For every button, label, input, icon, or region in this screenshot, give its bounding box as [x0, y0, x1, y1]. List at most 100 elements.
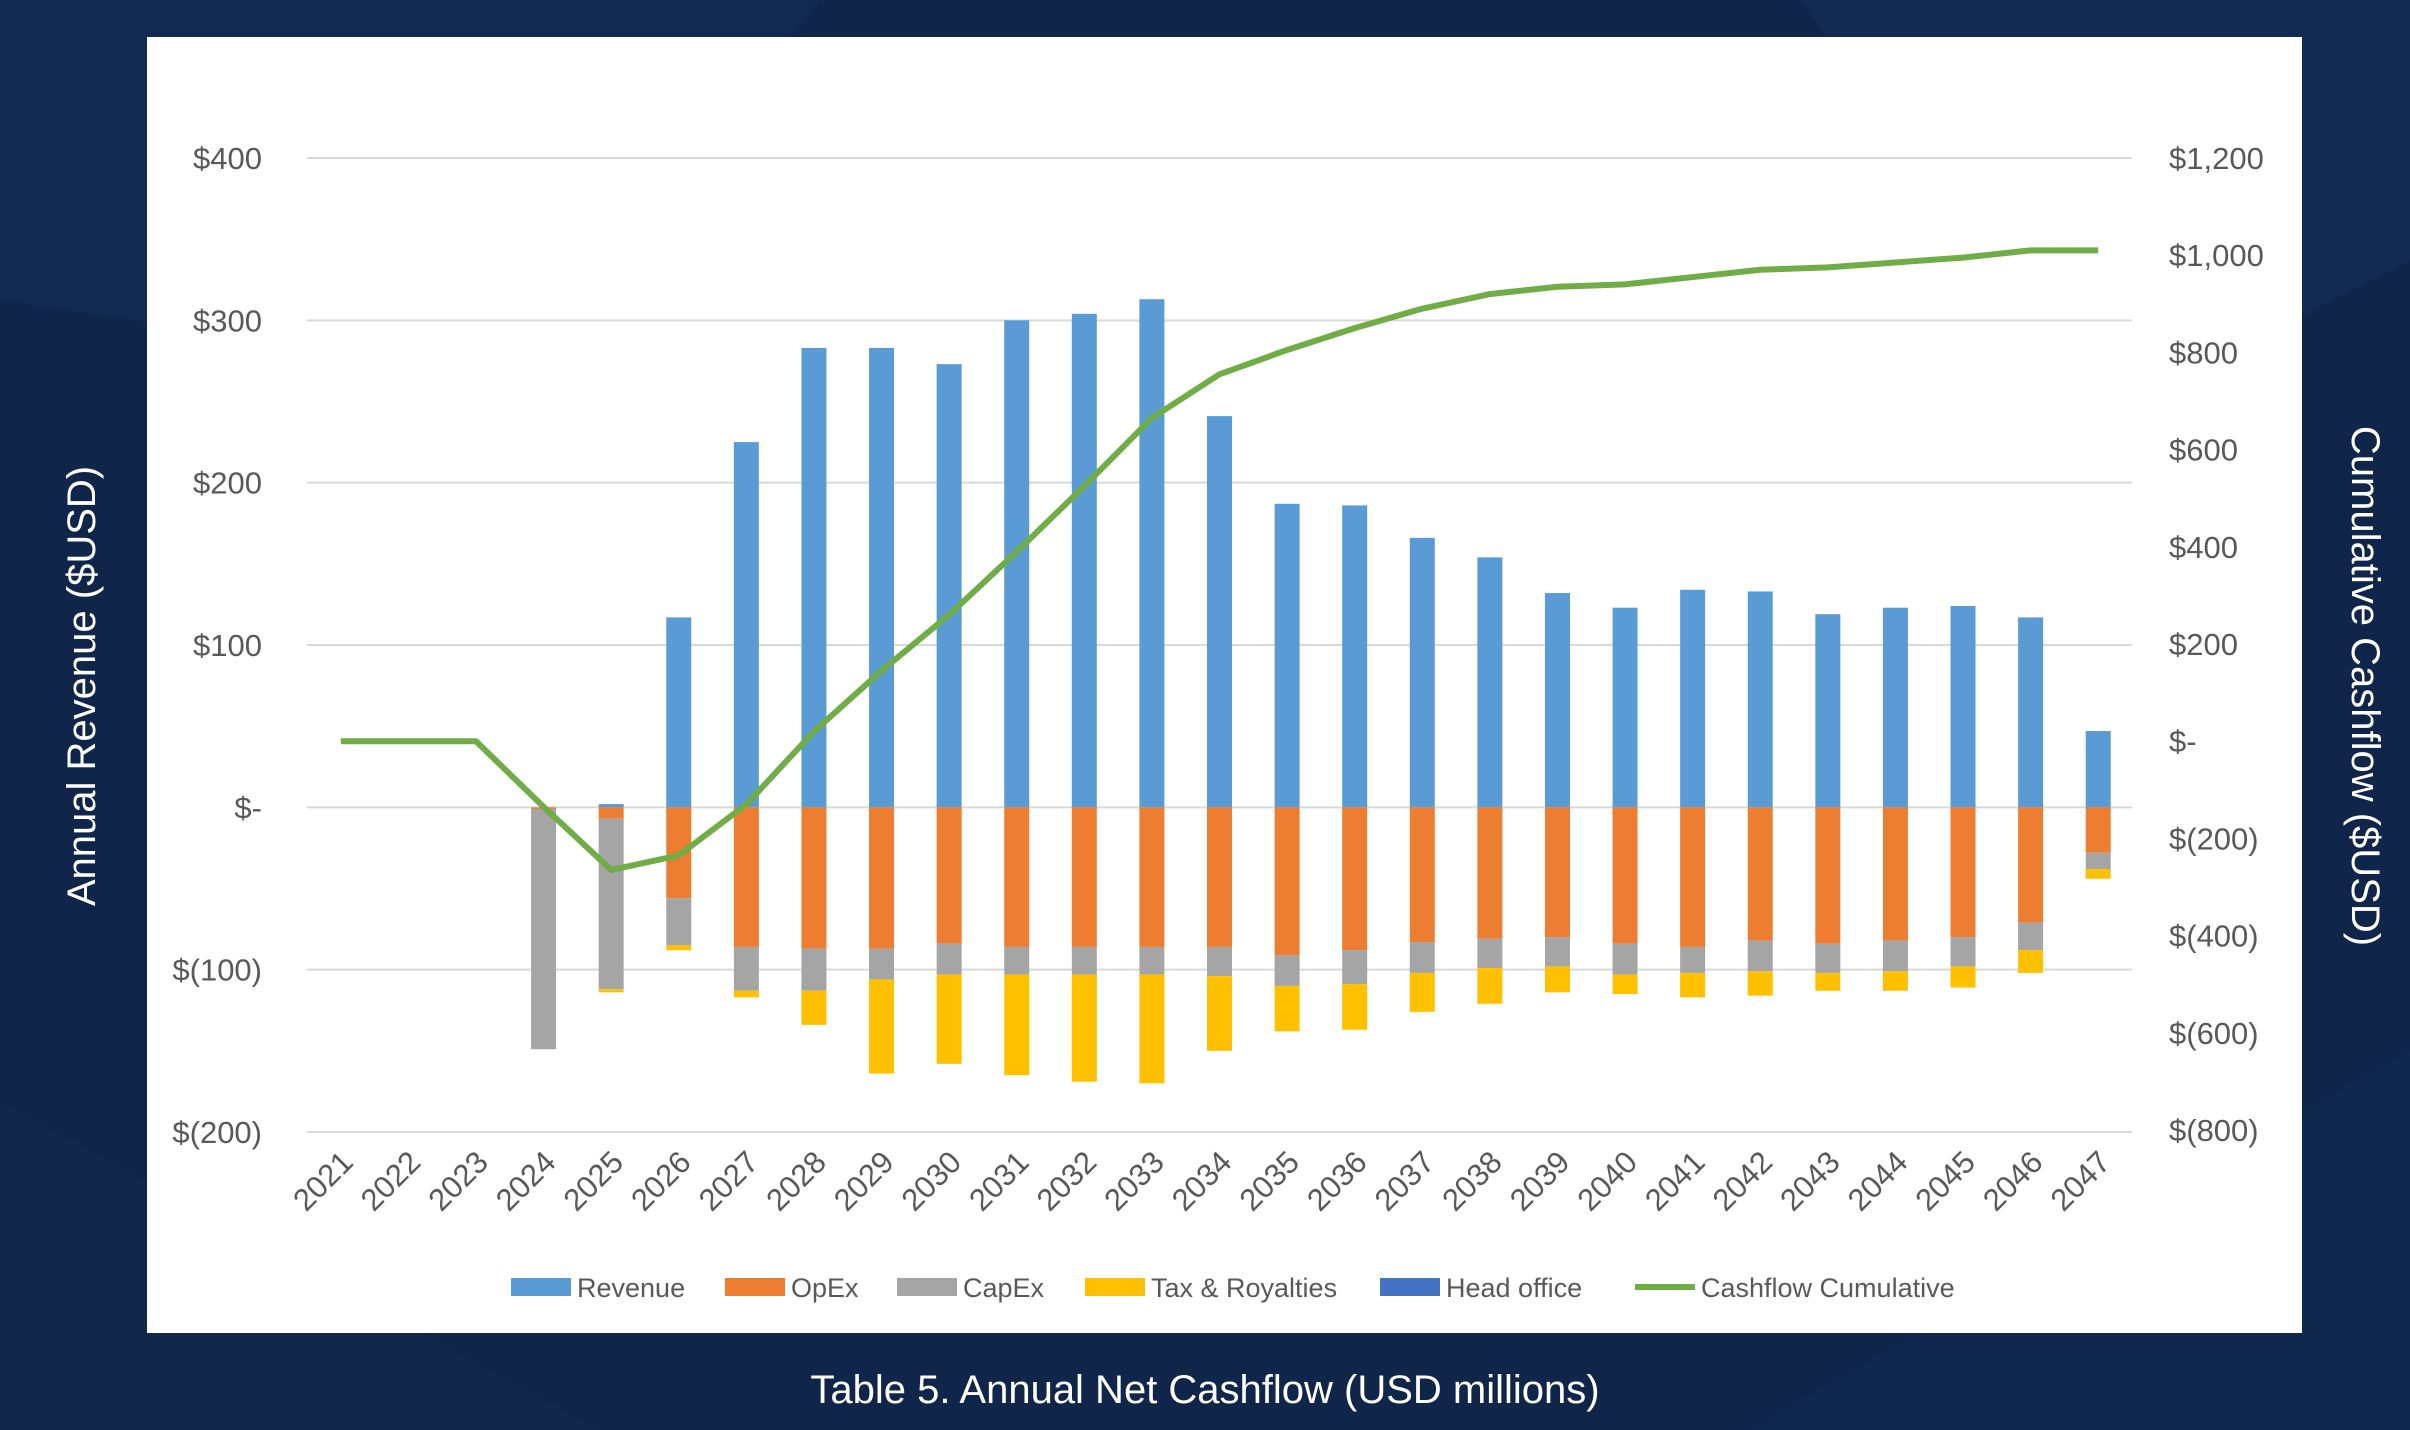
revenue-bar [2018, 617, 2044, 808]
capex-bar [1139, 946, 1165, 975]
capex-bar [1071, 946, 1097, 975]
left-tick-label: $(100) [172, 953, 262, 988]
legend-swatch [725, 1278, 785, 1296]
x-tick-label: 2046 [1976, 1144, 2050, 1218]
revenue-bar [1612, 607, 1638, 808]
revenue-bar [1139, 299, 1165, 808]
opex-bar [1004, 807, 1030, 947]
opex-bar [1071, 807, 1097, 947]
capex-bar [531, 808, 557, 1050]
tax-bar [1544, 966, 1570, 993]
tax-bar [1139, 974, 1165, 1084]
x-tick-label: 2022 [354, 1144, 428, 1218]
capex-bar [1342, 950, 1368, 985]
tax-bar [801, 990, 827, 1025]
revenue-bar [598, 804, 624, 808]
opex-bar [1882, 807, 1908, 941]
tax-bar [1207, 976, 1232, 1051]
cumulative-line-layer [340, 247, 2099, 873]
revenue-bar [1950, 606, 1976, 808]
legend-label: Revenue [577, 1273, 685, 1303]
right-tick-label: $200 [2169, 627, 2238, 662]
opex-bar [1409, 807, 1435, 943]
x-tick-label: 2045 [1908, 1144, 1982, 1218]
legend-swatch [1380, 1278, 1440, 1296]
legend-label: OpEx [791, 1273, 859, 1303]
x-tick-label: 2040 [1570, 1144, 1644, 1218]
x-tick-label: 2026 [624, 1144, 698, 1218]
left-axis-ticks: $400 $300 $200 $100 $- $(100) $(200) [172, 141, 262, 1150]
x-tick-label: 2033 [1097, 1144, 1171, 1218]
tax-bar [733, 990, 759, 998]
legend-swatch [511, 1278, 571, 1296]
tax-bar [869, 979, 895, 1074]
revenue-bar [1004, 320, 1030, 808]
right-axis-ticks: $1,200 $1,000 $800 $600 $400 $200 $- $(200) $(40… [2169, 141, 2264, 1148]
revenue-bar [869, 347, 895, 808]
opex-bar [1274, 807, 1300, 956]
revenue-bar [1409, 537, 1435, 808]
x-tick-label: 2030 [895, 1144, 969, 1218]
x-tick-label: 2028 [759, 1144, 833, 1218]
capex-bar [1882, 940, 1908, 972]
capex-bar [1747, 940, 1773, 972]
x-tick-label: 2029 [827, 1144, 901, 1218]
revenue-bar [2085, 731, 2111, 808]
capex-bar [1612, 943, 1638, 975]
x-tick-label: 2034 [1165, 1144, 1239, 1218]
revenue-bar [1815, 614, 1841, 808]
capex-bar [1477, 938, 1503, 969]
x-tick-label: 2025 [557, 1144, 631, 1218]
capex-bar [2018, 922, 2044, 951]
tax-bar [1612, 974, 1638, 995]
legend-label: Tax & Royalties [1151, 1273, 1337, 1303]
x-tick-label: 2027 [692, 1144, 766, 1218]
bars [531, 299, 2111, 1084]
legend-label: CapEx [963, 1273, 1045, 1303]
opex-bar [1815, 807, 1841, 944]
opex-bar [869, 807, 895, 949]
left-tick-label: $300 [193, 303, 262, 338]
right-tick-label: $1,000 [2169, 238, 2264, 273]
chart-caption: Table 5. Annual Net Cashflow (USD millio… [810, 1368, 1600, 1412]
right-tick-label: $800 [2169, 335, 2238, 370]
tax-bar [1071, 974, 1097, 1082]
capex-bar [1274, 955, 1300, 986]
opex-bar [1139, 807, 1165, 947]
right-axis-title: Cumulative Cashflow ($USD) [2343, 425, 2387, 947]
opex-bar [733, 807, 759, 947]
opex-bar [1612, 807, 1638, 944]
revenue-bar [936, 364, 962, 808]
x-tick-label: 2031 [962, 1144, 1036, 1218]
x-tick-label: 2042 [1706, 1144, 1780, 1218]
left-tick-label: $200 [193, 466, 262, 501]
tax-bar [936, 974, 962, 1064]
tax-bar [2018, 950, 2044, 973]
tax-bar [1274, 985, 1300, 1032]
legend-item-head-office: Head office [1380, 1273, 1582, 1303]
right-tick-label: $1,200 [2169, 141, 2264, 176]
opex-bar [1342, 807, 1368, 951]
legend-label: Head office [1446, 1273, 1582, 1303]
legend-label: Cashflow Cumulative [1701, 1273, 1955, 1303]
right-tick-label: $400 [2169, 530, 2238, 565]
opex-bar [2085, 807, 2111, 853]
revenue-bar [1274, 503, 1300, 808]
tax-bar [1680, 972, 1706, 998]
revenue-bar [1544, 593, 1570, 808]
capex-bar [1409, 942, 1435, 973]
legend: Revenue OpEx CapEx Tax & Royalties Head offi… [511, 1273, 1955, 1303]
revenue-bar [1071, 313, 1097, 808]
revenue-bar [733, 442, 759, 808]
legend-swatch [1085, 1278, 1145, 1296]
chart-panel: $400 $300 $200 $100 $- $(100) $(200) $1,200 $1,… [147, 37, 2302, 1333]
capex-bar [666, 898, 692, 946]
tax-bar [1815, 972, 1841, 991]
tax-bar [1004, 974, 1030, 1076]
capex-bar [801, 948, 827, 991]
opex-bar [1477, 807, 1503, 939]
right-tick-label: $(200) [2169, 821, 2259, 856]
tax-bar [666, 945, 692, 951]
opex-bar [1950, 807, 1976, 938]
cumulative-cashflow-line [340, 247, 2099, 873]
